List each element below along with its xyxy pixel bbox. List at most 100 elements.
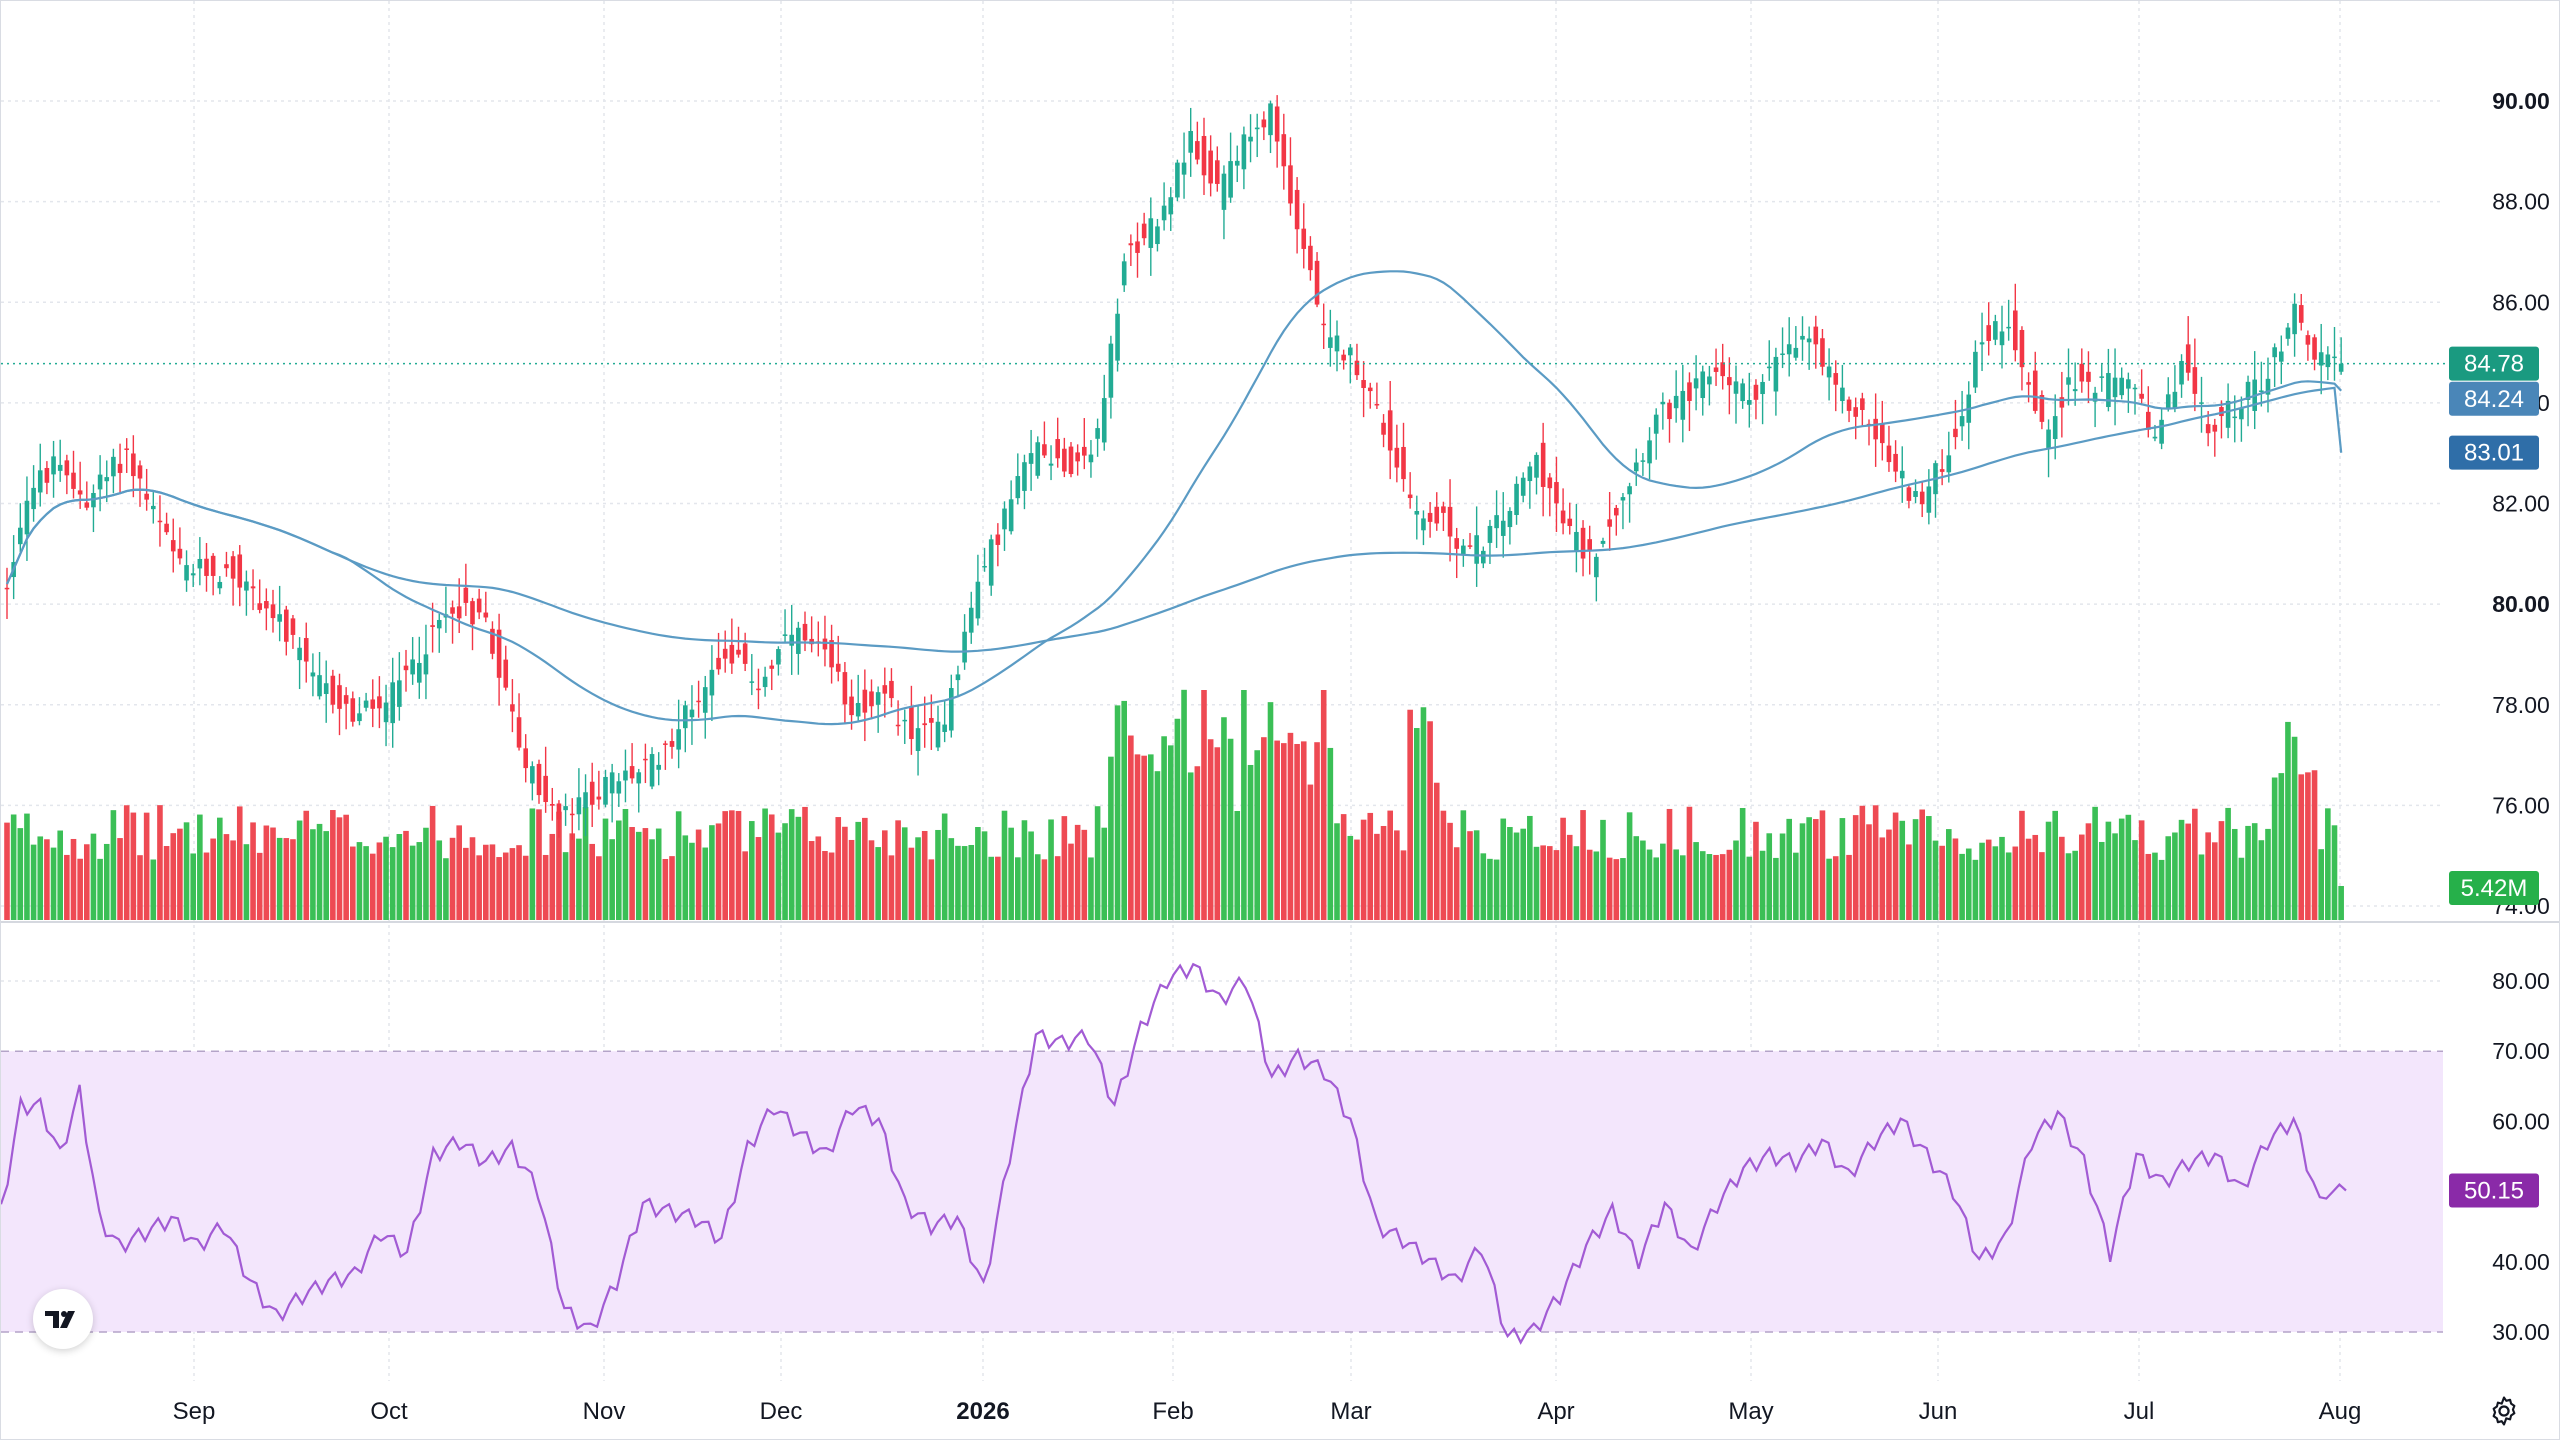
candle[interactable]	[224, 551, 229, 577]
candle[interactable]	[869, 679, 874, 720]
candle[interactable]	[1121, 253, 1127, 292]
candle[interactable]	[530, 761, 535, 801]
candle[interactable]	[2185, 316, 2191, 381]
candle[interactable]	[244, 570, 249, 616]
candle[interactable]	[942, 699, 947, 743]
candle[interactable]	[2126, 372, 2131, 413]
candle[interactable]	[1747, 372, 1752, 428]
candle[interactable]	[423, 624, 429, 700]
candle[interactable]	[290, 614, 296, 649]
candle[interactable]	[503, 645, 509, 691]
candle[interactable]	[2112, 348, 2118, 426]
candle[interactable]	[303, 622, 309, 683]
candle[interactable]	[1760, 374, 1765, 425]
candle[interactable]	[1594, 553, 1599, 602]
candle[interactable]	[1946, 431, 1952, 483]
candle[interactable]	[576, 768, 582, 831]
candle[interactable]	[450, 600, 455, 644]
candle[interactable]	[2006, 299, 2011, 341]
candle[interactable]	[1294, 177, 1300, 254]
candle[interactable]	[1381, 414, 1386, 448]
candle[interactable]	[2013, 283, 2018, 362]
candle[interactable]	[1334, 320, 1340, 372]
candle[interactable]	[1753, 379, 1759, 420]
candle[interactable]	[1348, 344, 1353, 384]
candle[interactable]	[2086, 351, 2091, 404]
candle[interactable]	[842, 662, 848, 723]
candle[interactable]	[556, 800, 562, 838]
candle[interactable]	[702, 675, 708, 739]
candle[interactable]	[609, 763, 615, 823]
candle[interactable]	[1414, 495, 1420, 540]
candle[interactable]	[177, 527, 183, 565]
candle[interactable]	[2179, 354, 2184, 398]
candle[interactable]	[1627, 482, 1632, 523]
candle[interactable]	[250, 569, 256, 611]
candle[interactable]	[1268, 100, 1273, 154]
candle[interactable]	[909, 685, 914, 755]
candle[interactable]	[1507, 507, 1513, 545]
candle[interactable]	[2252, 351, 2257, 430]
candle[interactable]	[616, 773, 622, 807]
candle[interactable]	[417, 636, 422, 699]
candle[interactable]	[1620, 492, 1626, 530]
candle[interactable]	[2259, 361, 2264, 407]
candle[interactable]	[623, 749, 628, 803]
candle[interactable]	[1101, 374, 1107, 451]
candle[interactable]	[1015, 453, 1021, 505]
candle[interactable]	[1614, 504, 1619, 536]
candle[interactable]	[709, 645, 715, 722]
candle[interactable]	[855, 674, 861, 721]
candle[interactable]	[1394, 424, 1400, 483]
candle[interactable]	[51, 440, 56, 498]
candle[interactable]	[962, 614, 967, 670]
candle[interactable]	[463, 563, 469, 616]
candle[interactable]	[117, 443, 123, 494]
candle[interactable]	[1727, 357, 1732, 415]
candle[interactable]	[4, 567, 10, 619]
candle[interactable]	[330, 669, 336, 714]
candle[interactable]	[2072, 362, 2078, 406]
candle[interactable]	[955, 665, 961, 696]
candle[interactable]	[2312, 334, 2317, 371]
candle[interactable]	[2298, 294, 2304, 331]
candle[interactable]	[769, 659, 775, 691]
candle[interactable]	[2039, 390, 2045, 430]
candle[interactable]	[490, 621, 495, 660]
candle[interactable]	[1733, 365, 1739, 424]
candle[interactable]	[310, 653, 316, 697]
candle[interactable]	[676, 699, 681, 769]
candle[interactable]	[1773, 347, 1779, 416]
candle[interactable]	[1148, 197, 1154, 276]
candle[interactable]	[204, 542, 209, 592]
candle[interactable]	[410, 637, 415, 685]
candle[interactable]	[383, 684, 389, 747]
candle[interactable]	[1986, 302, 1991, 356]
candle[interactable]	[1254, 113, 1260, 158]
candle[interactable]	[1354, 343, 1360, 380]
candle[interactable]	[77, 461, 83, 509]
candle[interactable]	[1028, 429, 1034, 491]
candle[interactable]	[31, 465, 36, 522]
candle[interactable]	[1055, 417, 1060, 468]
candle[interactable]	[1474, 506, 1479, 587]
candle[interactable]	[1108, 335, 1114, 419]
candle[interactable]	[37, 443, 43, 507]
candle[interactable]	[343, 687, 349, 730]
candle[interactable]	[357, 697, 362, 726]
candle[interactable]	[1600, 537, 1606, 548]
candle[interactable]	[1780, 327, 1785, 369]
candle[interactable]	[1574, 504, 1579, 573]
candle[interactable]	[1979, 312, 1985, 372]
candle[interactable]	[1720, 343, 1725, 390]
candle[interactable]	[390, 657, 395, 748]
candle[interactable]	[1421, 510, 1426, 546]
candle[interactable]	[536, 759, 542, 804]
candle[interactable]	[756, 668, 761, 710]
candle[interactable]	[237, 545, 243, 607]
candle[interactable]	[1367, 382, 1373, 409]
candle[interactable]	[323, 660, 329, 723]
candle[interactable]	[1806, 326, 1812, 370]
candle[interactable]	[1361, 361, 1366, 418]
candle[interactable]	[589, 762, 595, 827]
